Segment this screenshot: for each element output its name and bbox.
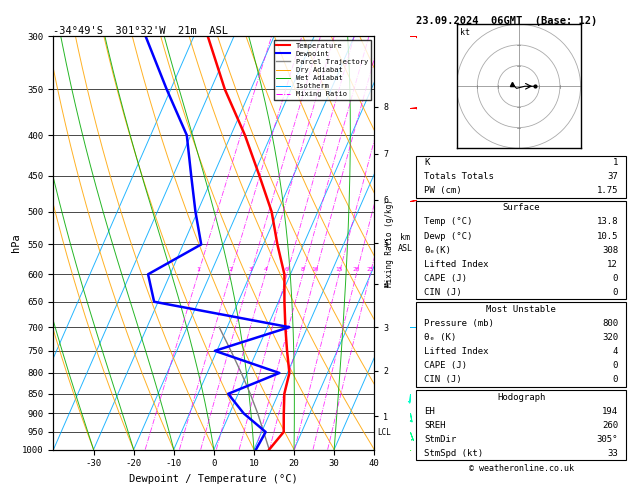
Text: 0: 0 bbox=[613, 361, 618, 370]
Text: 15: 15 bbox=[335, 267, 343, 272]
Text: 33: 33 bbox=[608, 449, 618, 458]
Text: EH: EH bbox=[424, 407, 435, 416]
Text: 2: 2 bbox=[228, 267, 232, 272]
Text: PW (cm): PW (cm) bbox=[424, 186, 462, 195]
Y-axis label: km
ASL: km ASL bbox=[398, 233, 413, 253]
Text: Most Unstable: Most Unstable bbox=[486, 305, 556, 314]
Text: 23.09.2024  06GMT  (Base: 12): 23.09.2024 06GMT (Base: 12) bbox=[416, 16, 597, 26]
Text: Dewp (°C): Dewp (°C) bbox=[424, 231, 472, 241]
Text: 4: 4 bbox=[613, 347, 618, 356]
Text: Totals Totals: Totals Totals bbox=[424, 172, 494, 181]
Text: CAPE (J): CAPE (J) bbox=[424, 361, 467, 370]
Text: 1: 1 bbox=[196, 267, 200, 272]
Text: 305°: 305° bbox=[596, 434, 618, 444]
Text: 320: 320 bbox=[602, 333, 618, 342]
Text: 6: 6 bbox=[285, 267, 289, 272]
Text: CIN (J): CIN (J) bbox=[424, 288, 462, 297]
Text: 3: 3 bbox=[248, 267, 252, 272]
Y-axis label: hPa: hPa bbox=[11, 234, 21, 252]
Text: 10.5: 10.5 bbox=[596, 231, 618, 241]
Text: Mixing Ratio (g/kg): Mixing Ratio (g/kg) bbox=[386, 199, 394, 287]
Text: StmDir: StmDir bbox=[424, 434, 457, 444]
Text: 13.8: 13.8 bbox=[596, 217, 618, 226]
Bar bbox=[416, 201, 626, 299]
Text: 1: 1 bbox=[613, 158, 618, 167]
Text: kt: kt bbox=[460, 28, 470, 37]
Text: θₑ(K): θₑ(K) bbox=[424, 245, 451, 255]
Text: -34°49'S  301°32'W  21m  ASL: -34°49'S 301°32'W 21m ASL bbox=[53, 26, 228, 35]
Bar bbox=[416, 390, 626, 460]
Bar bbox=[416, 302, 626, 387]
Text: CAPE (J): CAPE (J) bbox=[424, 274, 467, 283]
Text: 308: 308 bbox=[602, 245, 618, 255]
Text: 0: 0 bbox=[613, 288, 618, 297]
Text: LCL: LCL bbox=[377, 428, 391, 437]
Text: 37: 37 bbox=[608, 172, 618, 181]
Text: 0: 0 bbox=[613, 274, 618, 283]
Text: 10: 10 bbox=[311, 267, 319, 272]
Text: 20: 20 bbox=[353, 267, 360, 272]
Text: Pressure (mb): Pressure (mb) bbox=[424, 319, 494, 328]
Text: 12: 12 bbox=[608, 260, 618, 269]
Text: 1.75: 1.75 bbox=[596, 186, 618, 195]
Legend: Temperature, Dewpoint, Parcel Trajectory, Dry Adiabat, Wet Adiabat, Isotherm, Mi: Temperature, Dewpoint, Parcel Trajectory… bbox=[274, 40, 370, 100]
Text: Surface: Surface bbox=[503, 204, 540, 212]
Text: 25: 25 bbox=[366, 267, 374, 272]
X-axis label: Dewpoint / Temperature (°C): Dewpoint / Temperature (°C) bbox=[130, 474, 298, 484]
Text: K: K bbox=[424, 158, 430, 167]
Text: © weatheronline.co.uk: © weatheronline.co.uk bbox=[469, 464, 574, 473]
Text: CIN (J): CIN (J) bbox=[424, 375, 462, 384]
Text: θₑ (K): θₑ (K) bbox=[424, 333, 457, 342]
Text: 260: 260 bbox=[602, 420, 618, 430]
Text: 8: 8 bbox=[301, 267, 304, 272]
Text: 800: 800 bbox=[602, 319, 618, 328]
Text: Temp (°C): Temp (°C) bbox=[424, 217, 472, 226]
Text: 0: 0 bbox=[613, 375, 618, 384]
Text: Lifted Index: Lifted Index bbox=[424, 347, 489, 356]
Text: StmSpd (kt): StmSpd (kt) bbox=[424, 449, 483, 458]
Text: SREH: SREH bbox=[424, 420, 446, 430]
Bar bbox=[416, 156, 626, 198]
Text: Lifted Index: Lifted Index bbox=[424, 260, 489, 269]
Text: 4: 4 bbox=[264, 267, 267, 272]
Text: Hodograph: Hodograph bbox=[497, 393, 545, 401]
Text: 194: 194 bbox=[602, 407, 618, 416]
